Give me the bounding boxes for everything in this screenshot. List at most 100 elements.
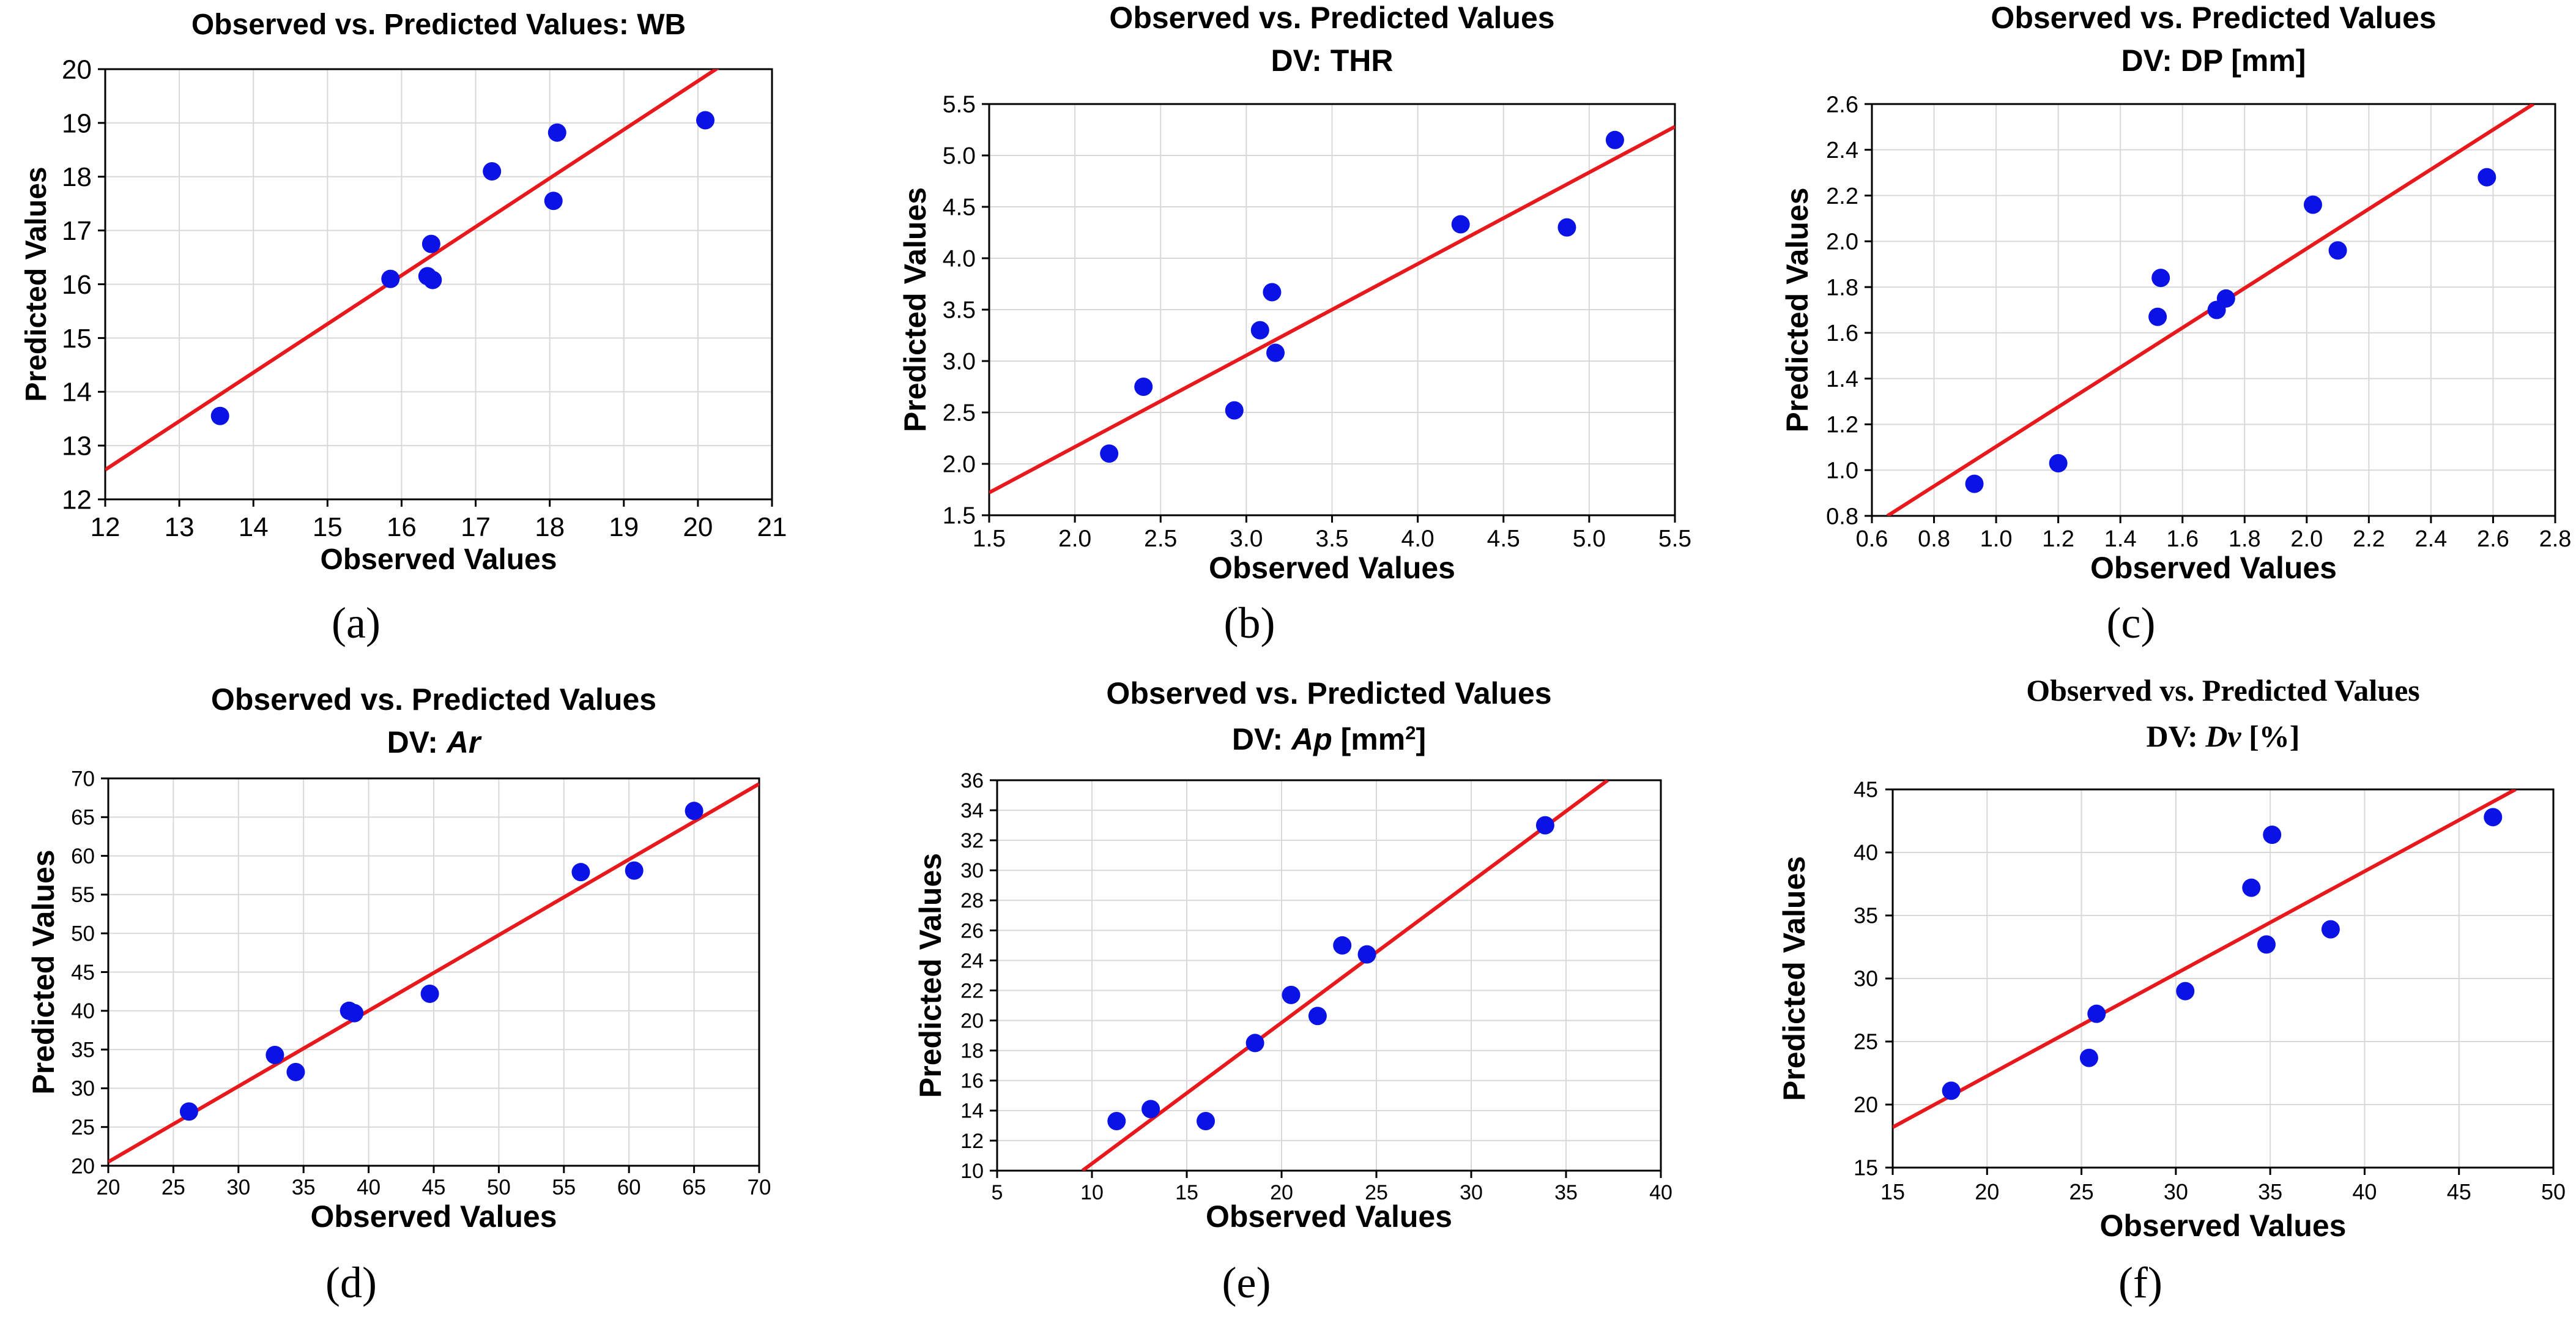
- y-tick-label: 35: [71, 1038, 95, 1062]
- y-tick-label: 55: [71, 883, 95, 907]
- data-point: [2049, 454, 2068, 473]
- y-tick-label: 5.0: [943, 143, 976, 170]
- x-tick-label: 45: [2447, 1179, 2471, 1204]
- x-tick-label: 15: [1880, 1179, 1905, 1204]
- x-tick-label: 70: [748, 1176, 771, 1199]
- panel-label: (d): [325, 1258, 377, 1307]
- fit-line: [1081, 780, 1609, 1171]
- y-tick-label: 3.0: [943, 349, 976, 375]
- fit-line: [105, 69, 719, 472]
- y-tick-label: 1.2: [1826, 412, 1858, 438]
- x-tick-label: 1.5: [973, 526, 1006, 552]
- chart-title: DV: Dv [%]: [2147, 719, 2300, 753]
- title-run: Observed vs. Predicted Values: [2026, 673, 2420, 707]
- x-tick-label: 15: [1175, 1181, 1198, 1204]
- panel-label: (c): [2107, 598, 2156, 647]
- x-tick-label: 2.6: [2477, 526, 2509, 552]
- data-point: [2151, 269, 2170, 288]
- y-tick-label: 3.5: [943, 297, 976, 324]
- title-run: Ar: [445, 725, 482, 759]
- data-point: [2478, 168, 2496, 187]
- y-tick-label: 0.8: [1826, 504, 1858, 529]
- x-tick-label: 0.8: [1918, 526, 1950, 552]
- data-point: [1605, 130, 1624, 149]
- plot-frame: [1871, 103, 2556, 517]
- data-point: [210, 406, 229, 425]
- data-point: [2148, 307, 2167, 326]
- x-tick-label: 60: [617, 1176, 641, 1199]
- x-tick-label: 50: [2541, 1179, 2566, 1204]
- x-tick-label: 15: [313, 512, 343, 542]
- data-point: [2263, 826, 2282, 844]
- panel-label: (b): [1224, 598, 1275, 647]
- data-point: [1965, 474, 1984, 493]
- x-tick-label: 3.0: [1230, 526, 1263, 552]
- y-tick-label: 45: [1854, 777, 1878, 802]
- data-point: [1557, 218, 1576, 237]
- y-tick-label: 1.0: [1826, 458, 1858, 484]
- data-point: [571, 863, 590, 882]
- title-run: DV:: [1232, 722, 1291, 756]
- y-tick-label: 30: [960, 859, 984, 882]
- y-tick-label: 30: [1854, 966, 1878, 991]
- chart-title: DV: THR: [1271, 43, 1394, 78]
- x-axis-label: Observed Values: [2090, 551, 2337, 585]
- x-tick-label: 30: [1460, 1181, 1483, 1204]
- chart-panel-1: 12 13 14 15 16 17 18 19 20 21 12 13 14 15 16 17 18 19 20 Ob…: [20, 9, 787, 647]
- y-tick-label: 12: [960, 1130, 984, 1153]
- data-point: [286, 1062, 305, 1081]
- y-tick-label: 1.6: [1826, 321, 1858, 346]
- data-point: [1308, 1007, 1327, 1026]
- y-tick-label: 32: [960, 829, 984, 852]
- data-point: [2303, 195, 2322, 214]
- data-point: [1250, 321, 1269, 340]
- x-tick-label: 1.0: [1980, 526, 2013, 552]
- y-tick-label: 1.8: [1826, 275, 1858, 300]
- y-tick-label: 25: [1854, 1029, 1878, 1054]
- data-point: [381, 269, 400, 288]
- x-tick-label: 4.5: [1487, 526, 1520, 552]
- y-tick-label: 4.5: [943, 195, 976, 221]
- y-axis-label: Predicted Values: [26, 849, 61, 1094]
- x-tick-label: 20: [683, 512, 713, 542]
- title-run: Ap: [1290, 722, 1332, 756]
- chart-panel-6: 15 20 25 30 35 40 45 50 15 20 25 30 35 40 45 Observed v…: [1777, 673, 2566, 1307]
- x-tick-label: 25: [2069, 1179, 2094, 1204]
- chart-title: Observed vs. Predicted Values: [1109, 1, 1554, 35]
- x-tick-label: 2.0: [2290, 526, 2323, 552]
- x-tick-label: 5: [992, 1181, 1003, 1204]
- data-point: [1266, 343, 1285, 362]
- data-point: [1263, 283, 1282, 302]
- y-tick-label: 20: [1854, 1092, 1878, 1117]
- y-tick-label: 19: [62, 108, 92, 138]
- y-tick-label: 16: [62, 270, 92, 300]
- x-tick-label: 5.0: [1573, 526, 1606, 552]
- x-tick-label: 40: [2352, 1179, 2377, 1204]
- y-tick-label: 40: [1854, 840, 1878, 865]
- title-run: [%]: [2241, 719, 2300, 753]
- data-point: [1357, 945, 1376, 964]
- data-point: [1225, 401, 1244, 420]
- x-tick-label: 1.8: [2229, 526, 2261, 552]
- y-tick-label: 2.2: [1826, 184, 1858, 209]
- data-point: [1333, 936, 1352, 955]
- x-tick-label: 30: [226, 1176, 250, 1199]
- x-axis-label: Observed Values: [2099, 1209, 2346, 1243]
- y-tick-label: 20: [960, 1010, 984, 1033]
- y-axis-label: Predicted Values: [20, 166, 53, 401]
- data-point: [1134, 378, 1153, 396]
- x-axis-label: Observed Values: [1206, 1199, 1452, 1234]
- y-tick-label: 2.4: [1826, 138, 1858, 163]
- chart-panel-5: 5 10 15 20 25 30 35 40 10 12 14 16 18 20 22 24 26 28 30 32 3…: [913, 676, 1672, 1307]
- data-point: [345, 1004, 364, 1023]
- x-tick-label: 14: [239, 512, 269, 542]
- x-tick-label: 2.2: [2353, 526, 2385, 552]
- data-point: [423, 270, 442, 289]
- x-tick-label: 30: [2164, 1179, 2188, 1204]
- title-run: Observed vs. Predicted Values: WB: [191, 9, 686, 41]
- x-tick-label: 25: [161, 1176, 185, 1199]
- data-point: [2328, 241, 2347, 260]
- x-tick-label: 4.0: [1401, 526, 1435, 552]
- data-point: [2079, 1048, 2098, 1067]
- y-tick-label: 26: [960, 919, 984, 942]
